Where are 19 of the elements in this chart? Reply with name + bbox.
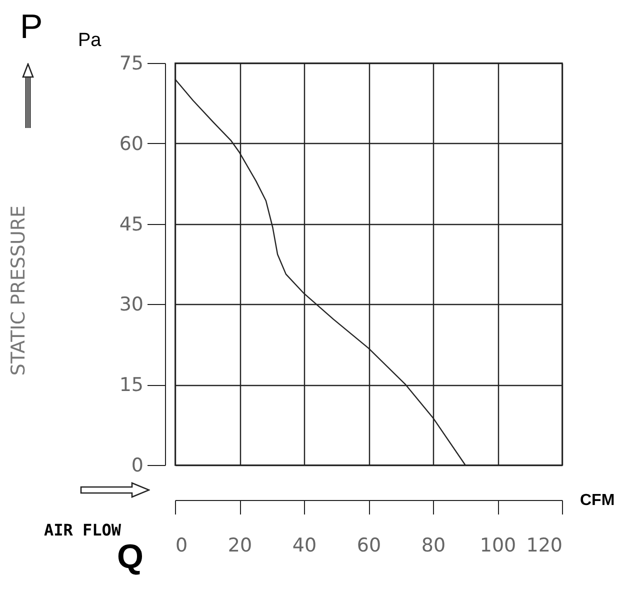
text: Q (117, 538, 144, 577)
x-tick-label: 120 (526, 534, 562, 556)
x-tick-label: 20 (228, 534, 252, 556)
text: P (20, 8, 43, 47)
y-tick-label: 30 (119, 294, 144, 316)
x-tick-label: 0 (176, 534, 188, 556)
text: CFM (580, 492, 615, 510)
y-tick-label: 15 (119, 374, 144, 396)
x-tick-label: 100 (480, 534, 516, 556)
x-tick-label: 40 (292, 534, 317, 556)
y-axis-title: STATIC PRESSURE (8, 205, 30, 376)
y-tick-label: 60 (119, 132, 144, 155)
text: Pa (78, 30, 102, 52)
x-tick-label: 80 (421, 534, 446, 556)
y-tick-label: 75 (119, 52, 144, 74)
x-axis-title: AIR FLOW (44, 520, 122, 540)
x-tick-label: 60 (356, 534, 382, 556)
y-tick-label: 0 (131, 454, 144, 476)
y-tick-label: 45 (119, 213, 144, 236)
